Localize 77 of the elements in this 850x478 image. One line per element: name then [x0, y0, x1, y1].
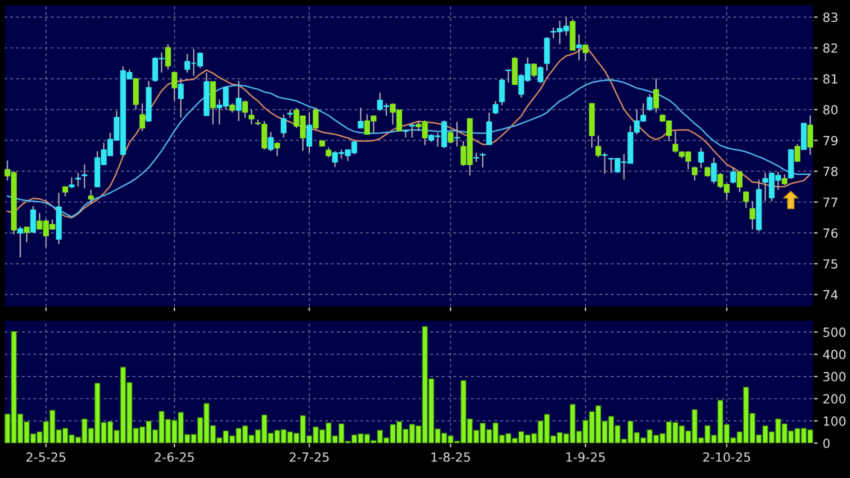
- candlestick: [531, 62, 537, 78]
- candlestick: [139, 102, 146, 132]
- candlestick: [473, 152, 480, 163]
- candlestick: [68, 176, 75, 189]
- candlestick: [730, 167, 736, 184]
- candlestick: [448, 130, 454, 144]
- candlestick: [506, 68, 512, 84]
- candlestick: [82, 164, 88, 189]
- candlestick: [280, 114, 286, 138]
- y-tick-label: 81: [823, 74, 838, 84]
- candlestick: [743, 190, 749, 209]
- candlestick: [358, 107, 364, 129]
- candlestick: [486, 112, 492, 146]
- candlestick: [172, 72, 178, 101]
- candlestick: [306, 112, 312, 154]
- candlestick: [595, 134, 602, 158]
- candlestick: [17, 226, 24, 258]
- candlestick: [698, 147, 704, 169]
- candlestick: [538, 66, 544, 84]
- candlestick: [480, 152, 486, 168]
- x-tick-label: 1-9-25: [566, 452, 605, 462]
- candlestick: [326, 146, 332, 158]
- candlestick: [88, 189, 94, 204]
- candlestick: [454, 121, 460, 148]
- y-tick-label: 79: [824, 136, 838, 146]
- candlestick: [782, 174, 788, 186]
- candlestick: [750, 200, 756, 230]
- candlestick: [736, 170, 742, 193]
- candlestick: [807, 114, 814, 156]
- candlestick: [653, 78, 659, 114]
- candlestick: [692, 166, 698, 182]
- candlestick: [704, 166, 710, 178]
- candlestick: [711, 157, 717, 184]
- x-tick-label: 2-10-25: [703, 452, 750, 462]
- y-tick-label: 76: [824, 228, 838, 238]
- candlestick: [30, 205, 36, 234]
- x-tick-label: 2-5-25: [26, 452, 66, 462]
- line-series: [6, 45, 811, 218]
- candlestick: [409, 122, 415, 138]
- y-tick-label: 0: [823, 438, 830, 448]
- candlestick: [165, 44, 171, 70]
- candlestick: [62, 186, 68, 197]
- candlestick: [499, 78, 505, 106]
- candlestick: [268, 131, 274, 152]
- candlestick: [312, 107, 319, 130]
- candlestick: [229, 102, 236, 114]
- y-tick-label: 83: [823, 12, 838, 22]
- y-tick-label: 82: [823, 43, 838, 53]
- candlestick: [602, 152, 608, 174]
- y-tick-label: 200: [823, 394, 846, 404]
- candlestick: [576, 34, 582, 61]
- y-tick-label: 400: [823, 350, 846, 360]
- y-tick-label: 80: [823, 105, 838, 115]
- candlestick: [75, 172, 81, 188]
- candlestick: [178, 78, 184, 118]
- candlestick: [646, 94, 653, 112]
- candlestick: [274, 141, 280, 157]
- candlestick: [24, 226, 30, 243]
- candlestick: [672, 130, 678, 154]
- y-tick-label: 300: [823, 372, 846, 382]
- candlestick: [242, 100, 248, 118]
- y-tick-label: 75: [824, 259, 838, 269]
- x-tick-label: 2-7-25: [290, 452, 329, 462]
- line-series: [6, 79, 811, 218]
- y-tick-label: 77: [824, 198, 838, 207]
- candlestick: [582, 44, 588, 62]
- candlestick: [236, 80, 242, 122]
- x-tick-label: 1-8-25: [432, 452, 470, 462]
- x-tick-label: 2-6-25: [154, 452, 194, 462]
- y-tick-label: 74: [824, 290, 838, 300]
- candlestick: [794, 143, 800, 163]
- y-tick-label: 100: [824, 416, 846, 426]
- candlestick: [248, 108, 254, 126]
- candlestick: [492, 100, 498, 115]
- y-tick-label: 500: [823, 328, 846, 337]
- candlestick: [261, 120, 268, 150]
- y-tick-label: 78: [824, 166, 838, 176]
